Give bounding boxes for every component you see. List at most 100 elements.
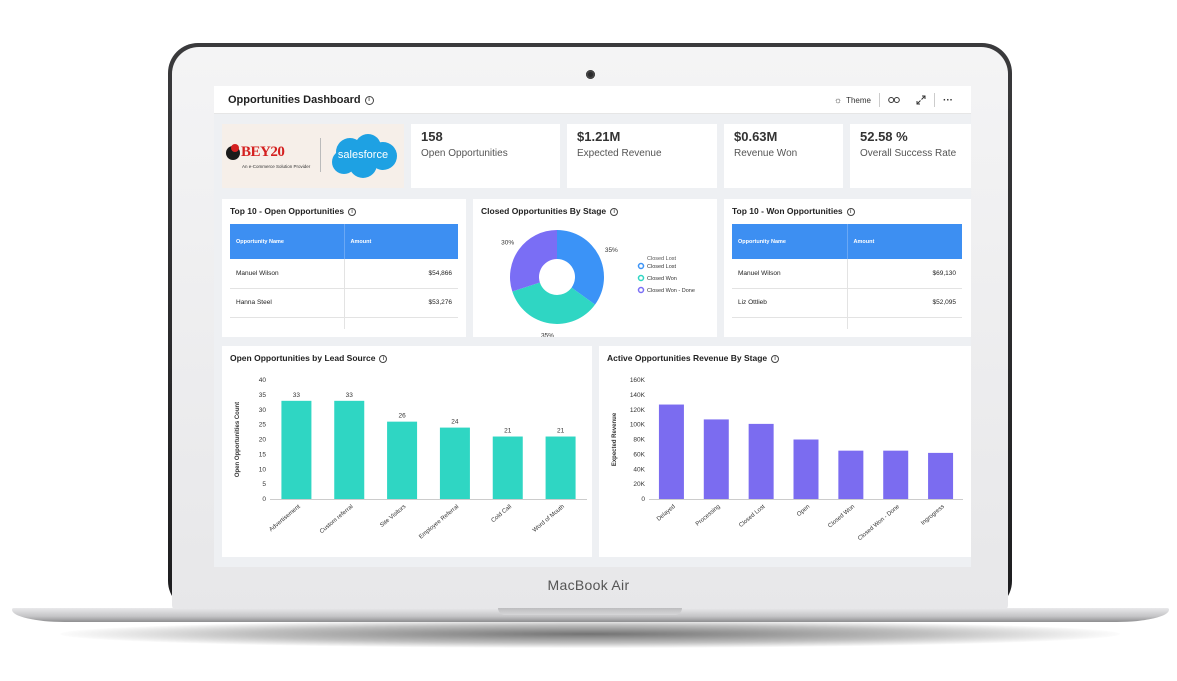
- table-row[interactable]: Manuel Wilson $69,130: [732, 259, 962, 289]
- kpi-expected-revenue[interactable]: $1.21M Expected Revenue: [567, 124, 717, 188]
- donut-value-label: 35%: [605, 247, 618, 254]
- y-tick-label: 15: [259, 451, 267, 458]
- table-row[interactable]: Manuel Wilson $54,866: [230, 259, 458, 289]
- x-tick-label: Delayed: [656, 504, 677, 523]
- bar[interactable]: [703, 419, 729, 499]
- legend-entry[interactable]: Closed Won - Done: [647, 288, 695, 294]
- info-icon[interactable]: i: [379, 354, 388, 363]
- column-header[interactable]: Amount: [343, 224, 458, 259]
- link-button[interactable]: [880, 92, 908, 108]
- info-icon[interactable]: i: [771, 354, 780, 363]
- link-icon: [888, 97, 900, 103]
- toolbar: ☼ Theme ···: [826, 92, 961, 108]
- open-opportunities-card: Top 10 - Open Opportunities i Opportunity…: [222, 199, 466, 337]
- cell-name: Manuel Wilson: [732, 259, 847, 289]
- lead-source-bar-chart: 0 5 10 15 20 25 30 35 40 Open Opportunities Count…: [235, 377, 587, 540]
- y-tick-label: 25: [259, 422, 267, 429]
- y-tick-label: 5: [262, 481, 266, 488]
- x-tick-label: Ingrogress: [920, 504, 946, 527]
- legend-entry[interactable]: Closed Lost: [647, 264, 677, 270]
- donut-slice[interactable]: [557, 230, 604, 305]
- kpi-overall-success-rate[interactable]: 52.58 % Overall Success Rate: [850, 124, 971, 188]
- page-title: Opportunities Dashboard i: [228, 94, 374, 106]
- bar[interactable]: [928, 452, 954, 499]
- laptop-notch: [498, 608, 682, 615]
- bar[interactable]: [838, 450, 864, 499]
- cell-amount: $53,276: [343, 288, 458, 318]
- bar[interactable]: [439, 427, 470, 499]
- camera: [586, 70, 595, 79]
- salesforce-logo-text: salesforce: [337, 149, 389, 161]
- y-tick-label: 40K: [633, 466, 645, 473]
- donut-slice[interactable]: [510, 230, 557, 292]
- column-header[interactable]: Amount: [846, 224, 962, 259]
- x-tick-label: Advertisement: [268, 504, 301, 533]
- brand-logos: BEY20 An e-Commerce Solution Provider sa…: [222, 124, 404, 188]
- table-row[interactable]: Liz Ottlieb $52,095: [732, 288, 962, 318]
- beyond-logo-word: BEY20: [241, 144, 285, 160]
- y-tick-label: 10: [259, 466, 267, 473]
- info-icon[interactable]: i: [348, 207, 357, 216]
- card-title: Closed Opportunities By Stage i: [481, 206, 619, 216]
- expand-button[interactable]: [908, 92, 934, 108]
- revenue-bar-chart: 0 20K 40K 60K 80K 100K 120K 140K 160K Expected Re…: [612, 377, 963, 543]
- cell-name: Liz Ottlieb: [732, 288, 847, 318]
- sun-icon: ☼: [833, 95, 843, 105]
- kpi-open-opportunities[interactable]: 158 Open Opportunities: [411, 124, 560, 188]
- bar[interactable]: [281, 400, 312, 499]
- theme-button[interactable]: ☼ Theme: [826, 92, 879, 108]
- info-icon[interactable]: i: [610, 207, 619, 216]
- won-opportunities-card: Top 10 - Won Opportunities i Opportunity …: [724, 199, 971, 337]
- x-tick-label: Closed Lost: [738, 504, 766, 529]
- y-tick-label: 60K: [633, 451, 645, 458]
- more-icon: ···: [943, 94, 953, 106]
- y-tick-label: 40: [259, 377, 267, 384]
- donut-slice[interactable]: [512, 282, 596, 324]
- donut-value-label: 30%: [501, 239, 514, 246]
- bar[interactable]: [883, 450, 909, 499]
- cell-name: Hanna Steel: [230, 288, 344, 318]
- legend-entry[interactable]: Closed Won: [647, 276, 677, 282]
- y-tick-label: 100K: [630, 422, 646, 429]
- info-icon[interactable]: i: [846, 207, 855, 216]
- bar-data-label: 21: [557, 428, 565, 435]
- bar[interactable]: [334, 400, 365, 499]
- cell-name: Manuel Wilson: [230, 259, 344, 289]
- bar[interactable]: [748, 423, 774, 499]
- kpi-label: Expected Revenue: [577, 148, 662, 159]
- dashboard-header: Opportunities Dashboard i ☼ Theme: [214, 86, 971, 114]
- more-button[interactable]: ···: [935, 92, 961, 108]
- x-tick-label: Cold Call: [491, 504, 514, 524]
- bar[interactable]: [492, 436, 523, 499]
- legend-marker[interactable]: [637, 262, 645, 270]
- y-axis-label: Open Opportunities Count: [235, 402, 241, 477]
- column-header[interactable]: Opportunity Name: [230, 224, 344, 259]
- kpi-value: 158: [421, 129, 443, 144]
- laptop-base: [12, 608, 1169, 622]
- x-tick-label: Closed Won - Done: [857, 504, 901, 543]
- y-tick-label: 140K: [630, 392, 646, 399]
- table-row[interactable]: Hanna Steel $53,276: [230, 288, 458, 318]
- bar[interactable]: [793, 439, 819, 500]
- bar[interactable]: [387, 421, 418, 499]
- y-tick-label: 20: [259, 437, 267, 444]
- dashboard-screen: Opportunities Dashboard i ☼ Theme: [214, 86, 971, 567]
- kpi-revenue-won[interactable]: $0.63M Revenue Won: [724, 124, 843, 188]
- device-shadow: [60, 620, 1120, 648]
- info-icon[interactable]: i: [364, 95, 374, 105]
- column-header[interactable]: Opportunity Name: [732, 224, 847, 259]
- y-tick-label: 35: [259, 392, 267, 399]
- legend-marker[interactable]: [637, 274, 645, 282]
- kpi-value: 52.58 %: [860, 129, 908, 144]
- expand-icon: [916, 95, 926, 105]
- kpi-label: Open Opportunities: [421, 148, 508, 159]
- bar-data-label: 33: [346, 392, 354, 399]
- bar[interactable]: [545, 436, 576, 499]
- legend-marker[interactable]: [637, 286, 645, 294]
- bar-data-label: 24: [451, 419, 459, 426]
- card-title: Open Opportunities by Lead Source i: [230, 353, 388, 363]
- bar[interactable]: [658, 404, 684, 499]
- y-tick-label: 80K: [633, 437, 645, 444]
- open-opportunities-table: Opportunity Name Amount Manuel Wilson $5…: [230, 224, 458, 329]
